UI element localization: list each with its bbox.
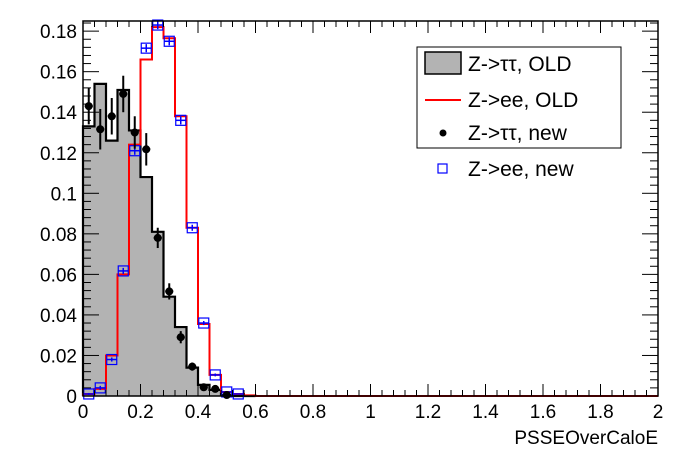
bar-tautau-old	[129, 130, 141, 396]
x-tick-label: 0.8	[300, 402, 326, 423]
y-tick-label: 0.02	[40, 346, 77, 367]
y-tick-label: 0.12	[40, 144, 77, 165]
point-tautau-new	[130, 128, 139, 137]
point-tautau-new	[222, 390, 231, 399]
x-tick-label: 0.2	[127, 402, 153, 423]
point-tautau-new	[165, 287, 174, 296]
x-tick-label: 1.8	[587, 402, 613, 423]
x-tick-label: 0.6	[242, 402, 268, 423]
point-ee-new	[198, 317, 210, 329]
x-tick-label: 1.6	[530, 402, 556, 423]
legend-label-tautau-new: Z->ττ, new	[468, 122, 568, 145]
bar-tautau-old	[175, 327, 187, 396]
bar-tautau-old	[140, 177, 152, 396]
point-ee-new	[117, 265, 129, 277]
x-axis-label: PSSEOverCaloE	[514, 428, 658, 449]
y-tick-label: 0.04	[40, 306, 77, 327]
point-tautau-new	[188, 362, 197, 371]
bar-tautau-old	[209, 389, 221, 396]
bar-tautau-old	[152, 231, 164, 396]
bar-tautau-old	[117, 89, 129, 397]
x-tick-label: 2	[653, 402, 664, 423]
bar-tautau-old	[186, 367, 198, 396]
x-tick-label: 1.2	[415, 402, 441, 423]
point-ee-new	[163, 35, 175, 47]
x-tick-label: 1.4	[472, 402, 499, 423]
y-tick-label: 0	[66, 387, 77, 408]
legend-marker-tautau-new	[439, 129, 447, 137]
legend-label-tautau-old: Z->ττ, OLD	[468, 53, 572, 76]
bar-tautau-old	[94, 83, 106, 397]
y-tick-label: 0.08	[40, 225, 77, 246]
point-ee-new	[94, 382, 106, 394]
point-tautau-new	[119, 89, 128, 98]
point-tautau-new	[199, 383, 208, 392]
legend: Z->ττ, OLD Z->ee, OLD Z->ττ, new Z->ee, …	[416, 46, 622, 181]
bar-tautau-old	[163, 296, 175, 396]
x-tick-label: 1	[365, 402, 376, 423]
point-tautau-new	[211, 384, 220, 393]
legend-label-ee-old: Z->ee, OLD	[468, 89, 578, 112]
point-ee-new	[209, 369, 221, 381]
y-tick-label: 0.1	[51, 184, 77, 205]
point-ee-new	[152, 19, 164, 31]
legend-swatch-tautau-old	[424, 51, 462, 75]
x-tick-label: 0	[78, 402, 89, 423]
point-tautau-new	[142, 145, 151, 154]
point-ee-new	[232, 388, 244, 400]
y-tick-label: 0.18	[40, 22, 77, 43]
y-tick-label: 0.16	[40, 63, 77, 84]
point-ee-new	[140, 42, 152, 54]
y-tick-label: 0.14	[40, 103, 77, 124]
point-tautau-new	[107, 112, 116, 121]
point-ee-new	[175, 114, 187, 126]
legend-marker-ee-new	[437, 163, 448, 174]
point-tautau-new	[176, 333, 185, 342]
x-tick-label: 0.4	[185, 402, 212, 423]
bar-tautau-old	[83, 126, 95, 397]
point-tautau-new	[96, 125, 105, 134]
y-tick-label: 0.06	[40, 265, 77, 286]
point-ee-new	[186, 222, 198, 234]
point-tautau-new	[84, 102, 93, 111]
point-ee-new	[106, 353, 118, 366]
legend-label-ee-new: Z->ee, new	[468, 158, 574, 181]
point-tautau-new	[153, 233, 162, 242]
bar-tautau-old	[106, 140, 118, 396]
